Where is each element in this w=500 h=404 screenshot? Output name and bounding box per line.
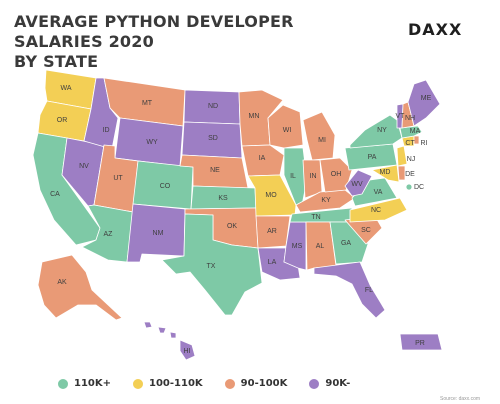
- label-nm: NM: [153, 230, 164, 237]
- legend-label: 90-100K: [240, 378, 288, 389]
- label-md: MD: [380, 169, 391, 176]
- label-ne: NE: [210, 167, 220, 174]
- state-fl: [313, 261, 386, 319]
- label-me: ME: [421, 95, 432, 102]
- label-oh: OH: [331, 171, 342, 178]
- state-wi: [267, 104, 304, 149]
- label-ky: KY: [321, 197, 331, 204]
- label-ok: OK: [227, 223, 237, 230]
- legend-item-100-110k: 100-110K: [133, 378, 203, 389]
- label-ri: RI: [421, 140, 428, 147]
- label-or: OR: [57, 117, 68, 124]
- legend-item-110k-plus: 110K+: [58, 378, 111, 389]
- state-ma: [399, 125, 423, 139]
- legend-swatch: [133, 378, 144, 389]
- label-ak: AK: [57, 279, 67, 286]
- label-ks: KS: [218, 195, 228, 202]
- label-ma: MA: [410, 128, 421, 135]
- label-mi: MI: [318, 137, 326, 144]
- state-hi: [143, 321, 196, 361]
- state-ia: [241, 144, 285, 177]
- state-nj: [396, 145, 408, 167]
- label-id: ID: [103, 127, 110, 134]
- label-al: AL: [316, 243, 325, 250]
- state-mi: [302, 111, 336, 161]
- label-dc: DC: [414, 184, 424, 191]
- state-labels: WA OR CA NV ID MT WY UT AZ CO NM ND SD N…: [50, 85, 431, 355]
- label-ca: CA: [50, 191, 60, 198]
- legend: 110K+ 100-110K 90-100K 90K-: [58, 378, 350, 389]
- label-ia: IA: [259, 155, 266, 162]
- label-mt: MT: [142, 100, 153, 107]
- state-ny: [349, 114, 403, 149]
- label-il: IL: [290, 173, 296, 180]
- page-title: AVERAGE PYTHON DEVELOPER SALARIES 2020 B…: [14, 12, 374, 72]
- legend-label: 90K-: [325, 378, 351, 389]
- title-line-1: AVERAGE PYTHON DEVELOPER SALARIES 2020: [14, 12, 294, 51]
- state-de: [397, 165, 406, 181]
- source-note: Source: daxx.com: [440, 396, 481, 402]
- label-tn: TN: [311, 214, 320, 221]
- label-fl: FL: [365, 287, 373, 294]
- legend-item-90-100k: 90-100K: [224, 378, 288, 389]
- label-sd: SD: [208, 135, 218, 142]
- title-line-2: BY STATE: [14, 52, 99, 71]
- label-va: VA: [374, 189, 383, 196]
- state-wv: [344, 169, 373, 197]
- label-vt: VT: [396, 113, 406, 120]
- label-hi: HI: [184, 348, 191, 355]
- label-wa: WA: [60, 85, 71, 92]
- label-ut: UT: [113, 175, 123, 182]
- legend-swatch: [224, 378, 235, 389]
- legend-swatch: [58, 378, 68, 389]
- label-ct: CT: [405, 140, 415, 147]
- state-tx: [161, 213, 263, 316]
- state-oh: [319, 157, 353, 193]
- legend-label: 100-110K: [149, 378, 203, 389]
- label-pr: PR: [415, 340, 425, 347]
- label-ar: AR: [267, 228, 277, 235]
- state-ak: [37, 254, 123, 321]
- label-nv: NV: [79, 163, 89, 170]
- label-wi: WI: [283, 127, 292, 134]
- state-ri: [413, 135, 420, 145]
- label-tx: TX: [207, 263, 216, 270]
- state-dc: [405, 183, 413, 191]
- label-ms: MS: [292, 243, 303, 250]
- state-pr: [399, 333, 443, 351]
- legend-swatch: [309, 378, 320, 389]
- label-ny: NY: [377, 127, 387, 134]
- legend-item-90k-minus: 90K-: [309, 378, 350, 389]
- label-de: DE: [405, 171, 415, 178]
- label-wy: WY: [146, 139, 158, 146]
- brand-logo: DAXX: [408, 20, 463, 39]
- label-mo: MO: [265, 192, 277, 199]
- label-sc: SC: [361, 227, 371, 234]
- label-mn: MN: [249, 113, 260, 120]
- label-nc: NC: [371, 207, 381, 214]
- label-pa: PA: [368, 154, 377, 161]
- state-md: [371, 164, 400, 183]
- label-in: IN: [310, 173, 317, 180]
- label-nh: NH: [405, 115, 415, 122]
- state-nc: [349, 197, 408, 223]
- label-la: LA: [268, 259, 277, 266]
- label-az: AZ: [104, 231, 114, 238]
- state-me: [407, 79, 441, 127]
- label-ga: GA: [341, 240, 351, 247]
- label-nd: ND: [208, 103, 218, 110]
- label-wv: WV: [351, 181, 363, 188]
- legend-label: 110K+: [74, 378, 112, 389]
- label-nj: NJ: [407, 156, 416, 163]
- label-co: CO: [160, 183, 171, 190]
